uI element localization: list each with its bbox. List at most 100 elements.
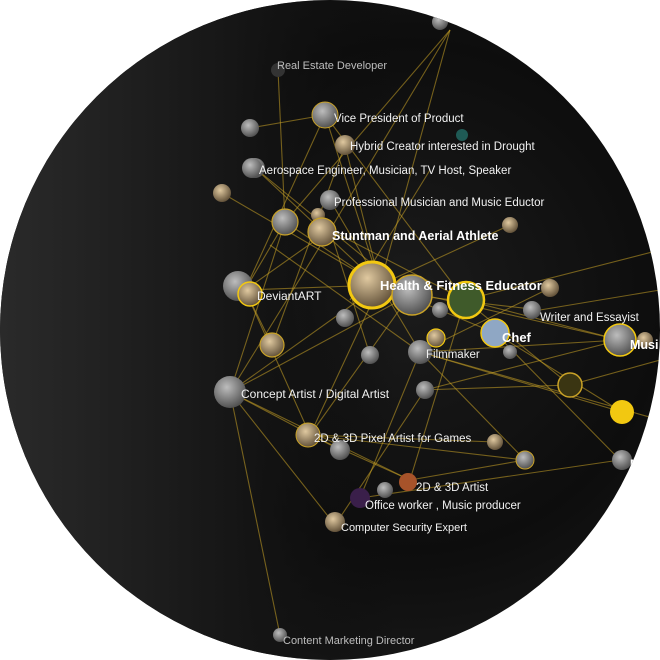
node-pixel-artist[interactable] — [295, 422, 321, 448]
node-concept-artist[interactable] — [214, 376, 246, 408]
graph-edge — [229, 284, 381, 393]
graph-edge — [334, 389, 426, 526]
graph-node[interactable] — [487, 434, 503, 450]
node-vp-product[interactable] — [311, 101, 339, 129]
graph-node[interactable] — [637, 332, 653, 348]
graph-edge — [284, 29, 451, 223]
graph-edge — [324, 114, 381, 286]
node-health-fitness-tertiary[interactable] — [446, 280, 486, 320]
graph-node[interactable] — [432, 302, 448, 318]
node-partial-n[interactable] — [612, 450, 632, 470]
label-professional-musician[interactable]: Professional Musician and Music Eductor — [334, 197, 544, 209]
node-aerospace-engineer[interactable] — [242, 158, 262, 178]
graph-node[interactable] — [350, 488, 370, 508]
graph-node[interactable] — [330, 440, 350, 460]
node-deviantart-secondary[interactable] — [237, 281, 263, 307]
graph-edge — [229, 221, 286, 393]
graph-edge — [271, 144, 346, 346]
graph-edge — [359, 459, 621, 499]
label-concept-artist[interactable]: Concept Artist / Digital Artist — [241, 387, 390, 401]
graph-edge — [464, 299, 621, 341]
node-music[interactable] — [603, 323, 637, 357]
graph-node[interactable] — [377, 482, 393, 498]
label-stuntman[interactable]: Stuntman and Aerial Athlete — [332, 229, 499, 243]
graph-node[interactable] — [456, 129, 468, 141]
graph-edge — [269, 244, 421, 353]
graph-node[interactable] — [259, 332, 285, 358]
graph-edge — [409, 299, 466, 481]
node-filmmaker[interactable] — [408, 340, 432, 364]
graph-edge — [309, 434, 411, 481]
graph-node[interactable] — [213, 184, 231, 202]
label-partial-n[interactable]: N — [630, 457, 639, 471]
graph-edge — [494, 332, 623, 413]
graph-edge — [379, 224, 511, 286]
graph-node[interactable] — [361, 346, 379, 364]
label-office-worker[interactable]: Office worker , Music producer — [365, 500, 521, 512]
node-chef[interactable] — [480, 318, 510, 348]
label-aerospace-engineer[interactable]: Aerospace Engineer, Musician, TV Host, S… — [259, 165, 511, 177]
graph-edge — [229, 391, 281, 636]
graph-node[interactable] — [273, 628, 287, 642]
graph-node[interactable] — [416, 381, 434, 399]
graph-edge — [409, 459, 526, 481]
label-security-expert[interactable]: Computer Security Expert — [341, 522, 467, 534]
graph-node[interactable] — [503, 345, 517, 359]
graph-node[interactable] — [432, 14, 448, 30]
label-artist-2d-3d[interactable]: 2D & 3D Artist — [416, 482, 489, 494]
graph-labeled-nodes — [214, 63, 637, 532]
graph-edge — [419, 351, 526, 461]
node-artist-2d-3d[interactable] — [399, 473, 417, 491]
graph-edge — [569, 359, 660, 386]
graph-edge — [229, 391, 336, 526]
graph-minor-nodes — [213, 14, 653, 642]
label-music[interactable]: Musi — [630, 338, 658, 352]
node-professional-musician[interactable] — [320, 190, 340, 210]
label-deviantart[interactable]: DeviantART — [257, 289, 322, 303]
label-hybrid-creator[interactable]: Hybrid Creator interested in Drought — [350, 141, 536, 153]
graph-edge — [419, 339, 621, 353]
graph-edge — [309, 434, 526, 461]
label-real-estate-developer[interactable]: Real Estate Developer — [277, 60, 387, 72]
graph-node[interactable] — [271, 208, 299, 236]
graph-labels: Real Estate Developer Vice President of … — [241, 60, 658, 647]
graph-edge — [329, 29, 451, 231]
node-stuntman[interactable] — [307, 217, 337, 247]
label-content-marketing[interactable]: Content Marketing Director — [283, 635, 415, 647]
graph-edge — [244, 114, 326, 291]
graph-edge — [244, 289, 311, 436]
graph-node[interactable] — [541, 279, 559, 297]
label-pixel-artist[interactable]: 2D & 3D Pixel Artist for Games — [314, 433, 471, 445]
graph-node[interactable] — [523, 301, 541, 319]
graph-edge — [464, 249, 660, 301]
graph-node-highlight[interactable] — [610, 400, 634, 424]
graph-edge — [359, 351, 421, 499]
label-filmmaker[interactable]: Filmmaker — [426, 349, 480, 361]
label-vp-product[interactable]: Vice President of Product — [334, 113, 464, 125]
graph-edge — [309, 284, 381, 436]
node-real-estate-developer[interactable] — [271, 63, 285, 77]
graph-edge — [539, 289, 660, 311]
graph-node[interactable] — [502, 217, 518, 233]
graph-node[interactable] — [557, 372, 583, 398]
node-hybrid-creator[interactable] — [335, 135, 355, 155]
graph-edge — [309, 294, 411, 436]
graph-node[interactable] — [241, 119, 259, 137]
label-chef[interactable]: Chef — [502, 330, 532, 345]
graph-edge — [329, 229, 466, 301]
node-security-expert[interactable] — [325, 512, 345, 532]
graph-node[interactable] — [515, 450, 535, 470]
graph-edge — [309, 434, 496, 443]
graph-edge — [419, 384, 571, 391]
label-health-fitness[interactable]: Health & Fitness Educator — [380, 278, 542, 293]
graph-edge — [229, 294, 411, 393]
node-health-fitness-secondary[interactable] — [391, 274, 433, 316]
node-filmmaker-secondary[interactable] — [426, 328, 446, 348]
label-writer-essayist[interactable]: Writer and Essayist — [540, 312, 640, 324]
graph-edge — [424, 339, 621, 391]
graph-node[interactable] — [336, 309, 354, 327]
graph-edge — [464, 299, 571, 386]
graph-edge — [229, 229, 331, 393]
graph-edge — [379, 29, 451, 286]
